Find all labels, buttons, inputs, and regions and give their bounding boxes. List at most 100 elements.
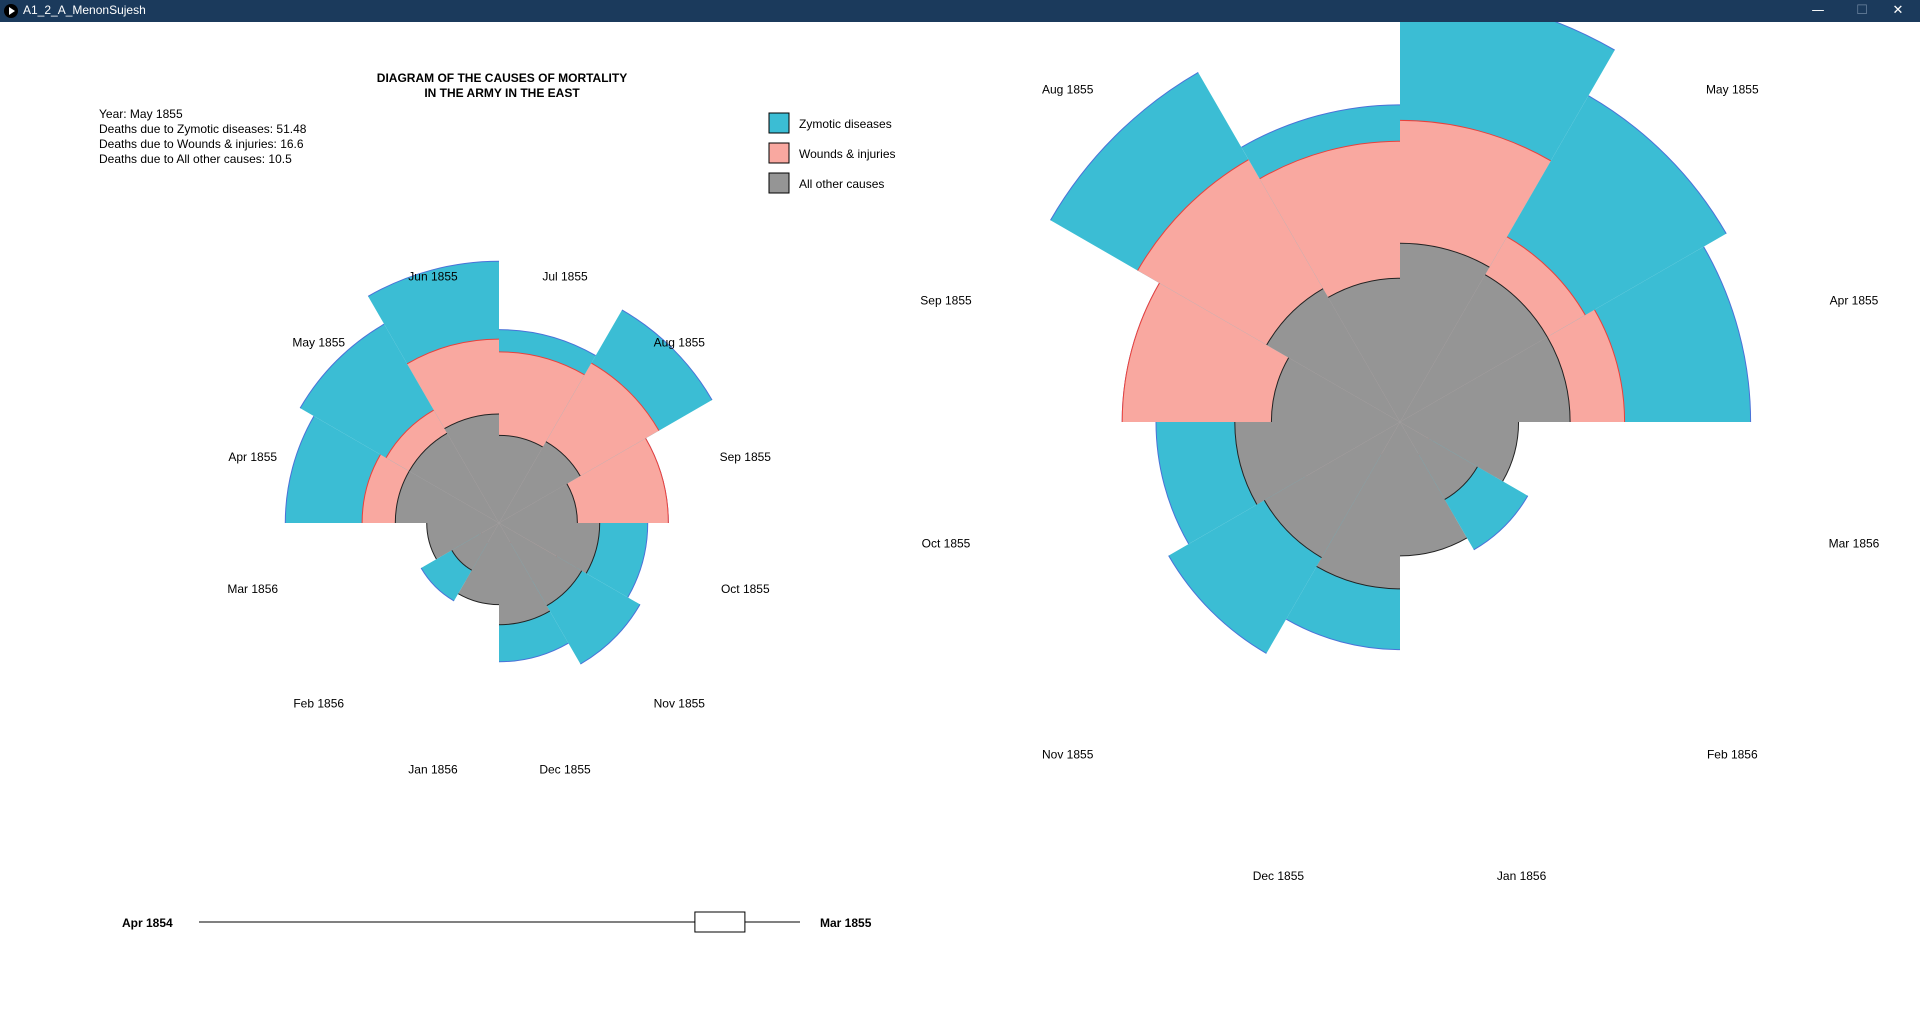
info-other: Deaths due to All other causes: 10.5 bbox=[99, 152, 292, 166]
wedge-edge-other-aug-1855 bbox=[1266, 288, 1324, 346]
wedge-other-dec-1855 bbox=[1316, 422, 1400, 589]
wedge-other-jun-1855 bbox=[444, 414, 499, 523]
legend-label-zymotic: Zymotic diseases bbox=[799, 117, 892, 131]
wedge-edge-zymotic-aug-1855 bbox=[621, 309, 713, 401]
month-label-jun-1855: Jun 1855 bbox=[408, 270, 458, 284]
wedge-other-apr-1855 bbox=[395, 471, 499, 523]
wedge-other-may-1855 bbox=[409, 433, 499, 523]
legend-swatch-zymotic bbox=[768, 112, 790, 134]
wedge-edge-other-apr-1855 bbox=[1546, 336, 1571, 423]
minimize-button[interactable]: — bbox=[1811, 3, 1825, 18]
wedge-other-jan-1856 bbox=[1400, 422, 1467, 556]
wedge-other-may-1855 bbox=[1400, 274, 1548, 422]
maximize-button[interactable]: ☐ bbox=[1856, 3, 1868, 18]
wedge-edge-wounds-jul-1855 bbox=[498, 351, 585, 376]
wedge-edge-wounds-may-1855 bbox=[385, 409, 435, 459]
app-play-icon bbox=[4, 4, 18, 18]
month-label-jan-1856: Jan 1856 bbox=[408, 762, 458, 776]
wedge-other-nov-1855 bbox=[1264, 422, 1400, 558]
wedge-edge-other-nov-1855 bbox=[546, 570, 583, 607]
wedge-edge-zymotic-aug-1855 bbox=[1050, 72, 1199, 221]
legend: Zymotic diseases Wounds & injuries All o… bbox=[768, 112, 896, 194]
legend-swatch-other bbox=[768, 172, 790, 194]
info-zymotic: Deaths due to Zymotic diseases: 51.48 bbox=[99, 122, 307, 136]
wedge-edge-wounds-jun-1855 bbox=[406, 338, 500, 365]
window-title: A1_2_A_MenonSujesh bbox=[23, 3, 146, 17]
wedge-edge-wounds-may-1855 bbox=[1506, 236, 1586, 316]
chart-title-line1: DIAGRAM OF THE CAUSES OF MORTALITY bbox=[377, 71, 627, 85]
wedge-other-aug-1855 bbox=[499, 441, 581, 523]
wedge-other-jun-1855 bbox=[1400, 243, 1490, 422]
wedge-edge-zymotic-feb-1856 bbox=[420, 567, 455, 602]
wedge-other-dec-1855 bbox=[499, 523, 550, 625]
wedge-edge-other-mar-1856 bbox=[426, 522, 437, 560]
wedge-edge-other-nov-1855 bbox=[1263, 500, 1322, 559]
wedge-edge-other-mar-1856 bbox=[1502, 421, 1520, 482]
info-wounds: Deaths due to Wounds & injuries: 16.6 bbox=[99, 137, 304, 151]
wedge-edge-zymotic-jul-1855 bbox=[498, 329, 596, 357]
wedge-edge-zymotic-jul-1855 bbox=[1241, 104, 1401, 148]
wedge-edge-other-jun-1855 bbox=[1399, 242, 1490, 268]
wedge-edge-other-may-1855 bbox=[408, 432, 448, 472]
wedge-edge-zymotic-apr-1855 bbox=[284, 415, 315, 524]
wedge-other-jul-1855 bbox=[499, 435, 543, 523]
wedge-edge-zymotic-oct-1855 bbox=[1155, 421, 1190, 545]
wedge-edge-wounds-sep-1855 bbox=[645, 438, 669, 524]
month-label-mar-1856: Mar 1856 bbox=[227, 582, 278, 596]
wedge-edge-other-jun-1855 bbox=[444, 413, 500, 430]
wedge-edge-other-oct-1855 bbox=[585, 522, 601, 574]
wedge-edge-other-feb-1856 bbox=[1444, 466, 1478, 500]
timeline-slider[interactable]: Apr 1854 Mar 1855 bbox=[122, 911, 872, 933]
wedge-other-apr-1855 bbox=[1400, 336, 1571, 422]
month-label-jul-1855: Jul 1855 bbox=[542, 270, 588, 284]
wedge-other-nov-1855 bbox=[499, 523, 582, 606]
wedge-edge-wounds-apr-1855 bbox=[361, 454, 381, 524]
wedge-edge-wounds-sep-1855 bbox=[1121, 282, 1160, 423]
wedge-edge-other-jan-1856 bbox=[457, 593, 500, 606]
month-label-apr-1855: Apr 1855 bbox=[1830, 293, 1879, 307]
wedge-edge-zymotic-nov-1855 bbox=[1168, 555, 1267, 654]
info-year: Year: May 1855 bbox=[99, 107, 183, 121]
wedge-edge-zymotic-may-1855 bbox=[299, 323, 385, 409]
wedge-edge-zymotic-jun-1855 bbox=[367, 260, 500, 297]
month-label-dec-1855: Dec 1855 bbox=[1253, 869, 1305, 883]
wedge-edge-zymotic-oct-1855 bbox=[627, 522, 649, 598]
wedge-edge-other-feb-1856 bbox=[451, 549, 473, 571]
wedge-other-feb-1856 bbox=[451, 523, 499, 571]
month-label-jan-1856: Jan 1856 bbox=[1497, 869, 1547, 883]
month-label-sep-1855: Sep 1855 bbox=[920, 293, 972, 307]
slider-handle[interactable] bbox=[694, 911, 746, 933]
wedge-edge-other-jul-1855 bbox=[1327, 277, 1401, 298]
month-label-dec-1855: Dec 1855 bbox=[539, 762, 591, 776]
wedge-edge-zymotic-apr-1855 bbox=[1703, 246, 1752, 423]
month-label-may-1855: May 1855 bbox=[1706, 83, 1759, 97]
wedge-other-jan-1856 bbox=[458, 523, 499, 605]
wedge-edge-zymotic-dec-1855 bbox=[498, 642, 569, 663]
wedge-edge-other-dec-1855 bbox=[498, 610, 551, 626]
wedge-edge-other-sep-1855 bbox=[566, 483, 578, 524]
wedge-edge-other-apr-1855 bbox=[394, 470, 410, 524]
wedge-other-oct-1855 bbox=[1234, 422, 1400, 505]
wedge-other-sep-1855 bbox=[1271, 357, 1400, 422]
legend-label-other: All other causes bbox=[799, 177, 884, 191]
month-label-aug-1855: Aug 1855 bbox=[1042, 83, 1094, 97]
month-label-nov-1855: Nov 1855 bbox=[1042, 747, 1094, 761]
wedge-edge-wounds-jul-1855 bbox=[1259, 140, 1401, 180]
wedge-edge-other-may-1855 bbox=[1484, 274, 1548, 338]
wedge-other-oct-1855 bbox=[499, 523, 600, 574]
close-button[interactable]: ✕ bbox=[1892, 3, 1904, 18]
chart-title-line2: IN THE ARMY IN THE EAST bbox=[424, 86, 580, 100]
month-label-feb-1856: Feb 1856 bbox=[293, 696, 344, 710]
month-label-mar-1856: Mar 1856 bbox=[1829, 537, 1880, 551]
wedge-edge-wounds-apr-1855 bbox=[1594, 309, 1626, 423]
sketch-canvas: DIAGRAM OF THE CAUSES OF MORTALITY IN TH… bbox=[99, 22, 1880, 933]
wedge-edge-zymotic-dec-1855 bbox=[1285, 618, 1401, 651]
month-label-apr-1855: Apr 1855 bbox=[228, 450, 277, 464]
month-label-feb-1856: Feb 1856 bbox=[1707, 747, 1758, 761]
month-label-sep-1855: Sep 1855 bbox=[720, 450, 772, 464]
month-label-may-1855: May 1855 bbox=[292, 336, 345, 350]
slider-start-label: Apr 1854 bbox=[122, 916, 173, 930]
wedge-edge-wounds-aug-1855 bbox=[591, 362, 660, 431]
wedge-edge-other-sep-1855 bbox=[1270, 357, 1290, 423]
